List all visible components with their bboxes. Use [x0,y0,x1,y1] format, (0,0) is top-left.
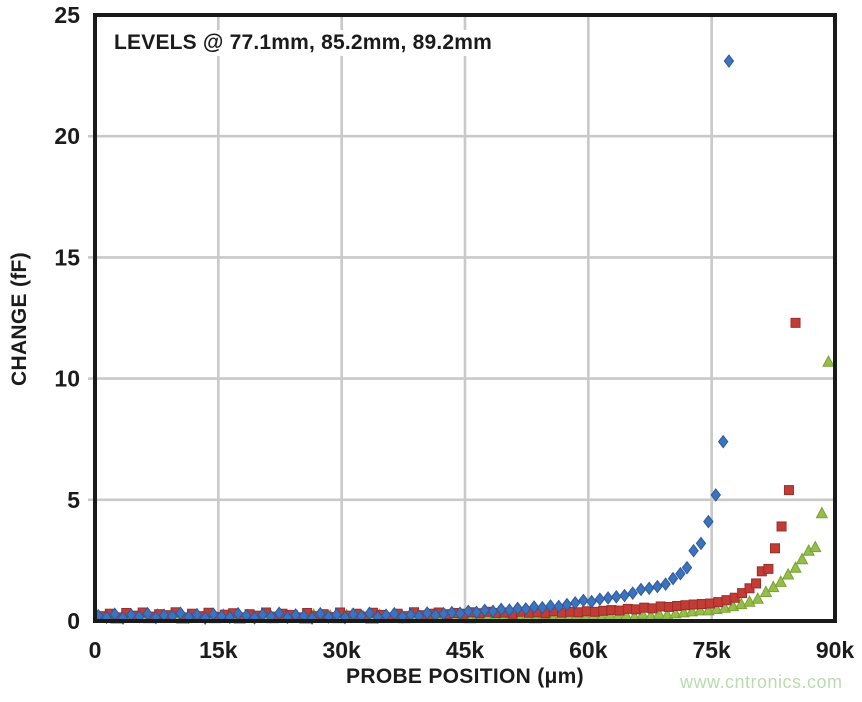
data-point-triangle [669,606,682,619]
data-point-square [705,598,716,609]
x-tick-label: 60k [569,637,608,663]
data-point-triangle [822,354,835,367]
y-tick-label: 0 [67,608,80,634]
data-point-square [721,595,732,606]
y-tick-label: 20 [54,123,80,149]
data-point-diamond [479,603,490,618]
data-point-diamond [635,582,647,597]
data-point-square [639,602,650,613]
data-point-triangle [789,561,802,573]
data-point-square [713,597,724,608]
data-point-square [581,606,592,617]
data-point-square [672,600,683,611]
data-point-square [606,605,617,616]
data-point-square [783,485,794,496]
data-point-diamond [681,560,693,575]
data-point-triangle [677,605,690,618]
data-point-square [769,543,780,554]
data-point-diamond [695,536,707,551]
data-point-square [647,603,658,614]
data-point-diamond [710,488,722,502]
data-point-diamond [561,597,573,612]
x-tick-label: 75k [692,637,731,663]
data-point-square [589,606,600,617]
data-point-diamond [611,589,622,604]
x-tick-label: 90k [816,637,855,663]
data-point-diamond [675,566,686,581]
data-point-triangle [815,506,829,519]
data-point-diamond [504,603,515,617]
data-point-diamond [652,579,663,594]
data-point-diamond [703,514,714,529]
data-point-diamond [569,595,581,610]
x-tick-label: 45k [446,637,485,663]
data-point-diamond [578,593,589,608]
data-point-diamond [594,592,606,607]
data-point-diamond [723,54,735,68]
data-point-diamond [602,591,614,605]
data-point-diamond [528,600,540,614]
data-point-square [622,603,633,614]
data-point-triangle [702,603,715,616]
data-point-square [663,601,674,612]
x-axis-title: PROBE POSITION (μm) [346,665,584,688]
data-point-square [614,605,625,616]
data-point-triangle [809,540,822,553]
data-point-diamond [688,543,699,558]
data-point-diamond [512,601,523,616]
data-point-square [655,601,666,612]
data-point-triangle [718,600,732,613]
data-point-diamond [667,571,679,586]
data-point-diamond [643,581,655,596]
data-point-diamond [446,605,458,620]
data-point-triangle [751,592,764,604]
data-point-square [688,599,699,610]
watermark: www.cntronics.com [680,672,843,692]
levels-annotation: LEVELS @ 77.1mm, 85.2mm, 89.2mm [112,30,501,56]
y-tick-label: 25 [54,2,80,28]
data-point-diamond [495,602,507,617]
data-point-square [696,599,707,610]
data-point-diamond [463,604,474,619]
y-tick-label: 5 [67,487,80,513]
data-point-triangle [781,567,795,580]
data-point-square [790,317,801,328]
data-point-square [763,563,774,574]
y-axis-title: CHANGE (fF) [8,252,31,386]
data-point-triangle [685,604,699,617]
x-tick-label: 30k [322,637,361,663]
data-point-square [680,600,691,611]
x-tick-label: 15k [199,637,238,663]
x-tick-label: 0 [89,637,102,663]
data-point-diamond [545,599,556,613]
data-point-square [776,521,787,532]
y-tick-label: 10 [54,366,80,392]
data-point-square [631,604,642,615]
data-point-diamond [717,434,729,449]
data-point-diamond [537,600,548,615]
data-point-triangle [795,552,809,565]
data-point-triangle [693,603,707,616]
data-point-diamond [660,577,671,591]
data-point-diamond [619,588,630,603]
data-point-square [598,605,609,616]
plot-border [93,13,837,623]
data-point-triangle [774,575,787,587]
data-point-diamond [586,594,597,609]
data-point-diamond [249,611,260,625]
data-point-diamond [627,586,638,600]
data-point-square [751,578,762,589]
y-tick-label: 15 [54,244,80,270]
